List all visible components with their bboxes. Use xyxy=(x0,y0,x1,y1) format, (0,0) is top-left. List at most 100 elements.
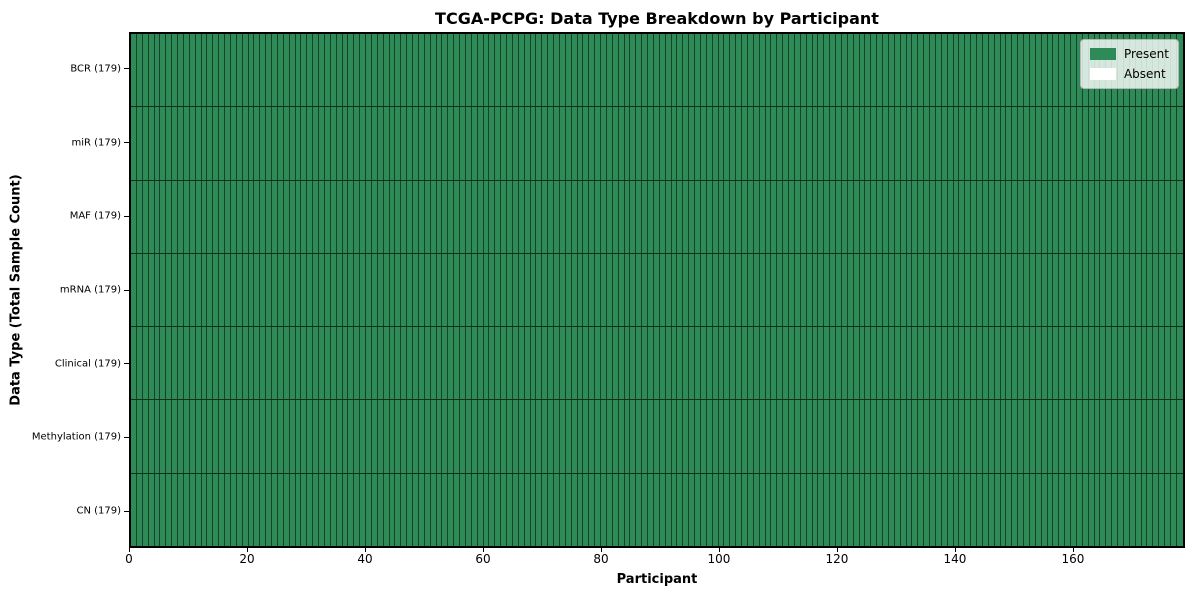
heatmap-cell xyxy=(366,34,372,107)
heatmap-cell xyxy=(671,400,678,473)
heatmap-cell xyxy=(518,253,525,327)
heatmap-cell xyxy=(248,107,255,180)
heatmap-cell xyxy=(454,473,460,546)
heatmap-cell xyxy=(947,34,954,107)
heatmap-cell xyxy=(336,107,343,180)
heatmap-cell xyxy=(730,400,737,473)
heatmap-cell xyxy=(994,34,1001,107)
heatmap-cell xyxy=(142,400,149,473)
heatmap-cell xyxy=(401,400,408,473)
heatmap-cell xyxy=(389,253,396,327)
legend-entry-present: Present xyxy=(1089,47,1169,61)
heatmap-cell xyxy=(136,180,143,253)
heatmap-cell xyxy=(401,107,408,180)
heatmap-cell xyxy=(671,253,678,327)
heatmap-cell xyxy=(354,253,361,327)
heatmap-cell xyxy=(865,180,872,253)
heatmap-cell xyxy=(524,107,531,180)
heatmap-cell xyxy=(771,180,778,253)
heatmap-cell xyxy=(1123,180,1130,253)
heatmap-cell xyxy=(160,253,167,327)
heatmap-cell xyxy=(1112,253,1118,327)
heatmap-cell xyxy=(301,253,308,327)
heatmap-cell xyxy=(536,253,543,327)
heatmap-cell xyxy=(618,180,625,253)
heatmap-cell xyxy=(342,34,349,107)
heatmap-cell xyxy=(577,327,584,400)
heatmap-cell xyxy=(759,473,766,546)
heatmap-cell xyxy=(1170,400,1177,473)
heatmap-cell xyxy=(959,180,966,253)
heatmap-cell xyxy=(160,473,167,546)
x-axis-label: Participant xyxy=(616,572,698,587)
heatmap-cell xyxy=(407,473,413,546)
heatmap-cell xyxy=(1006,107,1013,180)
heatmap-cell xyxy=(601,180,607,253)
heatmap-cell xyxy=(601,400,607,473)
heatmap-cell xyxy=(736,253,742,327)
heatmap-cell xyxy=(1029,253,1036,327)
heatmap-cell xyxy=(924,400,930,473)
heatmap-cell xyxy=(906,253,913,327)
heatmap-cell xyxy=(201,400,208,473)
y-tick-mark xyxy=(124,510,129,512)
heatmap-cell xyxy=(1118,107,1124,180)
heatmap-cell xyxy=(471,34,478,107)
heatmap-cell xyxy=(894,180,901,253)
heatmap-cell xyxy=(630,107,637,180)
heatmap-cell xyxy=(671,473,678,546)
heatmap-cell xyxy=(172,253,178,327)
heatmap-cell xyxy=(747,473,754,546)
heatmap-cell xyxy=(442,473,449,546)
heatmap-cell xyxy=(589,253,596,327)
heatmap-cell xyxy=(242,327,249,400)
heatmap-cell xyxy=(1165,473,1171,546)
heatmap-cell xyxy=(518,400,525,473)
heatmap-cell xyxy=(695,180,701,253)
heatmap-cell xyxy=(906,107,913,180)
heatmap-cell xyxy=(700,327,707,400)
heatmap-cell xyxy=(377,34,384,107)
heatmap-cell xyxy=(671,107,678,180)
heatmap-cell xyxy=(883,253,889,327)
heatmap-cell xyxy=(548,400,554,473)
heatmap-cell xyxy=(283,473,290,546)
heatmap-cell xyxy=(436,180,443,253)
heatmap-cell xyxy=(1170,107,1177,180)
heatmap-cell xyxy=(565,327,572,400)
heatmap-cell xyxy=(559,253,566,327)
heatmap-cell xyxy=(565,253,572,327)
heatmap-cell xyxy=(618,107,625,180)
heatmap-cell xyxy=(507,107,513,180)
heatmap-cell xyxy=(371,327,378,400)
heatmap-cell xyxy=(636,107,643,180)
heatmap-cell xyxy=(753,107,760,180)
heatmap-cell xyxy=(260,180,267,253)
heatmap-cell xyxy=(941,473,948,546)
heatmap-cell xyxy=(747,34,754,107)
heatmap-cell xyxy=(736,400,742,473)
heatmap-cell xyxy=(219,180,225,253)
heatmap-cell xyxy=(254,180,261,253)
heatmap-cell xyxy=(971,253,977,327)
heatmap-cell xyxy=(789,180,795,253)
heatmap-cell xyxy=(1082,180,1089,253)
heatmap-cell xyxy=(377,253,384,327)
heatmap-cell xyxy=(818,180,825,253)
heatmap-cell xyxy=(442,107,449,180)
heatmap-cell xyxy=(360,180,366,253)
heatmap-cell xyxy=(448,34,455,107)
heatmap-cell xyxy=(524,180,531,253)
heatmap-cell xyxy=(1012,327,1019,400)
heatmap-cell xyxy=(783,473,789,546)
heatmap-cell xyxy=(836,180,842,253)
heatmap-cell xyxy=(407,107,413,180)
heatmap-cell xyxy=(865,473,872,546)
heatmap-cell xyxy=(841,34,848,107)
heatmap-cell xyxy=(706,400,713,473)
heatmap-cell xyxy=(1112,327,1118,400)
heatmap-cell xyxy=(542,253,549,327)
heatmap-cell xyxy=(236,107,243,180)
heatmap-cell xyxy=(877,253,883,327)
heatmap-cell xyxy=(812,473,819,546)
